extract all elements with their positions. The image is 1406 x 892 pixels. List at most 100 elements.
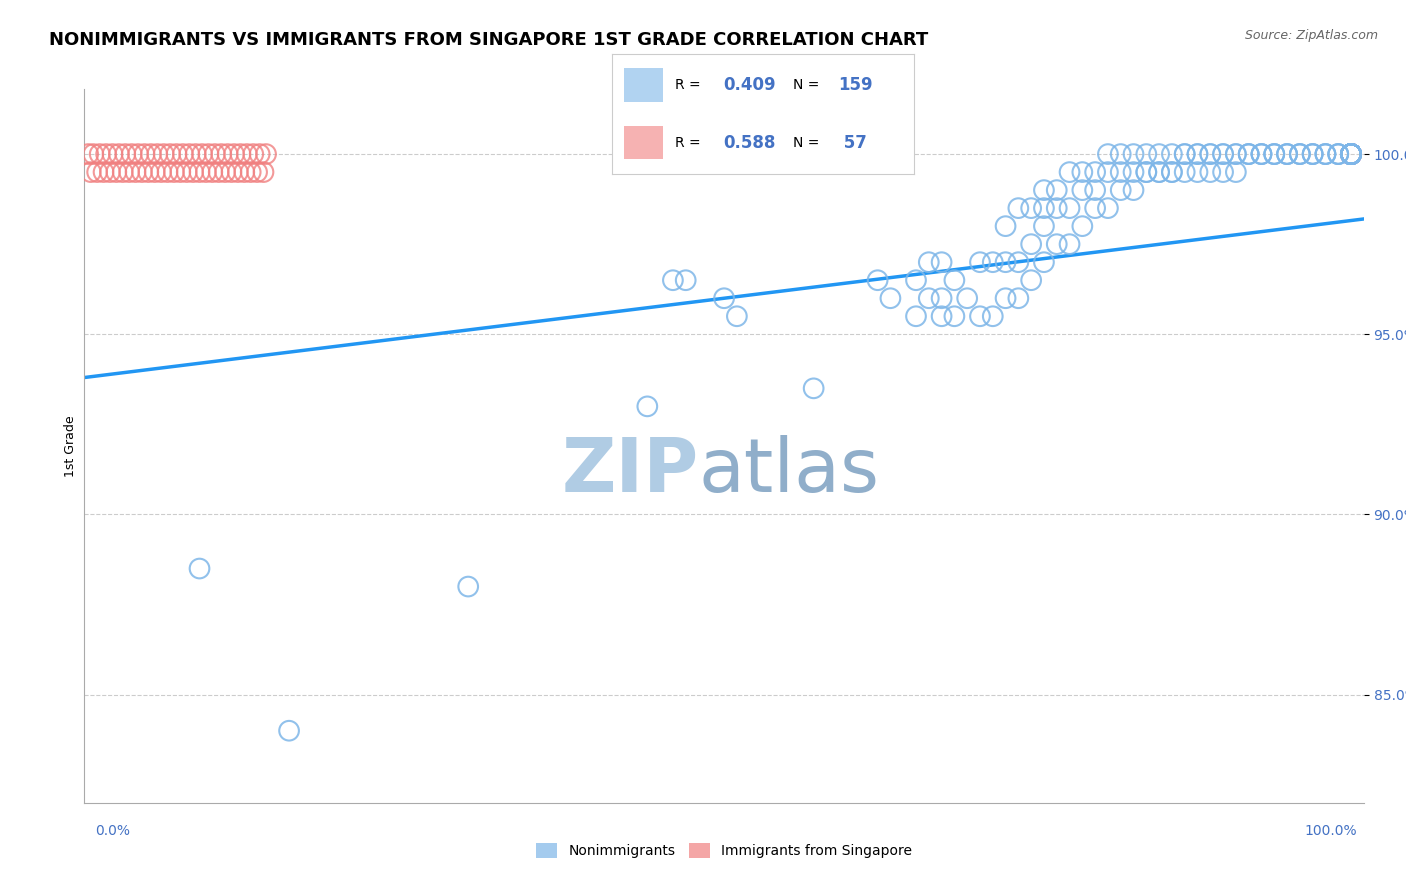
- Point: [89, 147, 111, 161]
- Point: [1161, 165, 1184, 179]
- Point: [1084, 201, 1107, 215]
- Point: [249, 147, 271, 161]
- Point: [101, 147, 124, 161]
- Point: [184, 147, 207, 161]
- Point: [1340, 147, 1362, 161]
- Point: [1250, 147, 1272, 161]
- Point: [1275, 147, 1298, 161]
- Point: [1288, 147, 1310, 161]
- Point: [1340, 147, 1362, 161]
- Point: [163, 165, 186, 179]
- Point: [1187, 147, 1209, 161]
- Point: [1263, 147, 1285, 161]
- Point: [1340, 147, 1362, 161]
- Point: [1161, 165, 1184, 179]
- Point: [1340, 147, 1362, 161]
- Point: [1147, 147, 1170, 161]
- Point: [1340, 147, 1362, 161]
- Point: [146, 147, 169, 161]
- Point: [1340, 147, 1362, 161]
- Point: [1340, 147, 1362, 161]
- Point: [956, 291, 979, 305]
- Point: [1340, 147, 1362, 161]
- Point: [191, 147, 214, 161]
- Point: [252, 165, 274, 179]
- Point: [1340, 147, 1362, 161]
- Point: [134, 147, 156, 161]
- Point: [150, 165, 173, 179]
- Point: [1263, 147, 1285, 161]
- Point: [93, 165, 115, 179]
- Point: [1135, 165, 1157, 179]
- Point: [457, 580, 479, 594]
- Point: [229, 147, 252, 161]
- Point: [214, 165, 236, 179]
- Point: [725, 310, 748, 324]
- Point: [1019, 237, 1042, 252]
- Text: 100.0%: 100.0%: [1305, 824, 1357, 838]
- Point: [131, 165, 153, 179]
- Point: [1032, 219, 1054, 234]
- Point: [1340, 147, 1362, 161]
- Point: [105, 165, 128, 179]
- Point: [1250, 147, 1272, 161]
- Point: [1174, 147, 1197, 161]
- Point: [1212, 147, 1234, 161]
- Point: [918, 255, 941, 269]
- Point: [1059, 165, 1081, 179]
- Point: [139, 147, 162, 161]
- Point: [981, 255, 1004, 269]
- Point: [118, 165, 141, 179]
- Point: [1340, 147, 1362, 161]
- Point: [969, 255, 991, 269]
- Point: [1199, 165, 1222, 179]
- Point: [1174, 165, 1197, 179]
- Point: [1340, 147, 1362, 161]
- Point: [1122, 183, 1144, 197]
- Point: [1340, 147, 1362, 161]
- Point: [1288, 147, 1310, 161]
- Point: [1340, 147, 1362, 161]
- Point: [994, 219, 1017, 234]
- Point: [1340, 147, 1362, 161]
- Point: [246, 165, 269, 179]
- Point: [1340, 147, 1362, 161]
- Point: [713, 291, 735, 305]
- Point: [943, 310, 966, 324]
- Bar: [624, 126, 664, 160]
- Point: [1059, 237, 1081, 252]
- Point: [943, 273, 966, 287]
- Point: [1340, 147, 1362, 161]
- Point: [1340, 147, 1362, 161]
- Point: [1340, 147, 1362, 161]
- Point: [226, 165, 249, 179]
- Point: [1340, 147, 1362, 161]
- Point: [1225, 165, 1247, 179]
- Point: [1109, 165, 1132, 179]
- Point: [1097, 165, 1119, 179]
- Point: [1340, 147, 1362, 161]
- Point: [1046, 237, 1069, 252]
- Point: [1237, 147, 1260, 161]
- Point: [1340, 147, 1362, 161]
- Point: [188, 561, 211, 575]
- Y-axis label: 1st Grade: 1st Grade: [65, 415, 77, 477]
- Point: [1302, 147, 1324, 161]
- Text: N =: N =: [793, 136, 820, 150]
- Point: [1147, 165, 1170, 179]
- Point: [159, 147, 181, 161]
- Point: [1315, 147, 1337, 161]
- Point: [239, 165, 262, 179]
- Point: [1340, 147, 1362, 161]
- Point: [82, 147, 104, 161]
- Text: R =: R =: [675, 78, 700, 92]
- Text: N =: N =: [793, 78, 820, 92]
- Point: [80, 165, 103, 179]
- Legend: Nonimmigrants, Immigrants from Singapore: Nonimmigrants, Immigrants from Singapore: [530, 838, 918, 863]
- Point: [217, 147, 239, 161]
- Point: [905, 310, 928, 324]
- Point: [1187, 147, 1209, 161]
- Point: [1199, 147, 1222, 161]
- Text: atlas: atlas: [699, 434, 880, 508]
- Point: [172, 147, 194, 161]
